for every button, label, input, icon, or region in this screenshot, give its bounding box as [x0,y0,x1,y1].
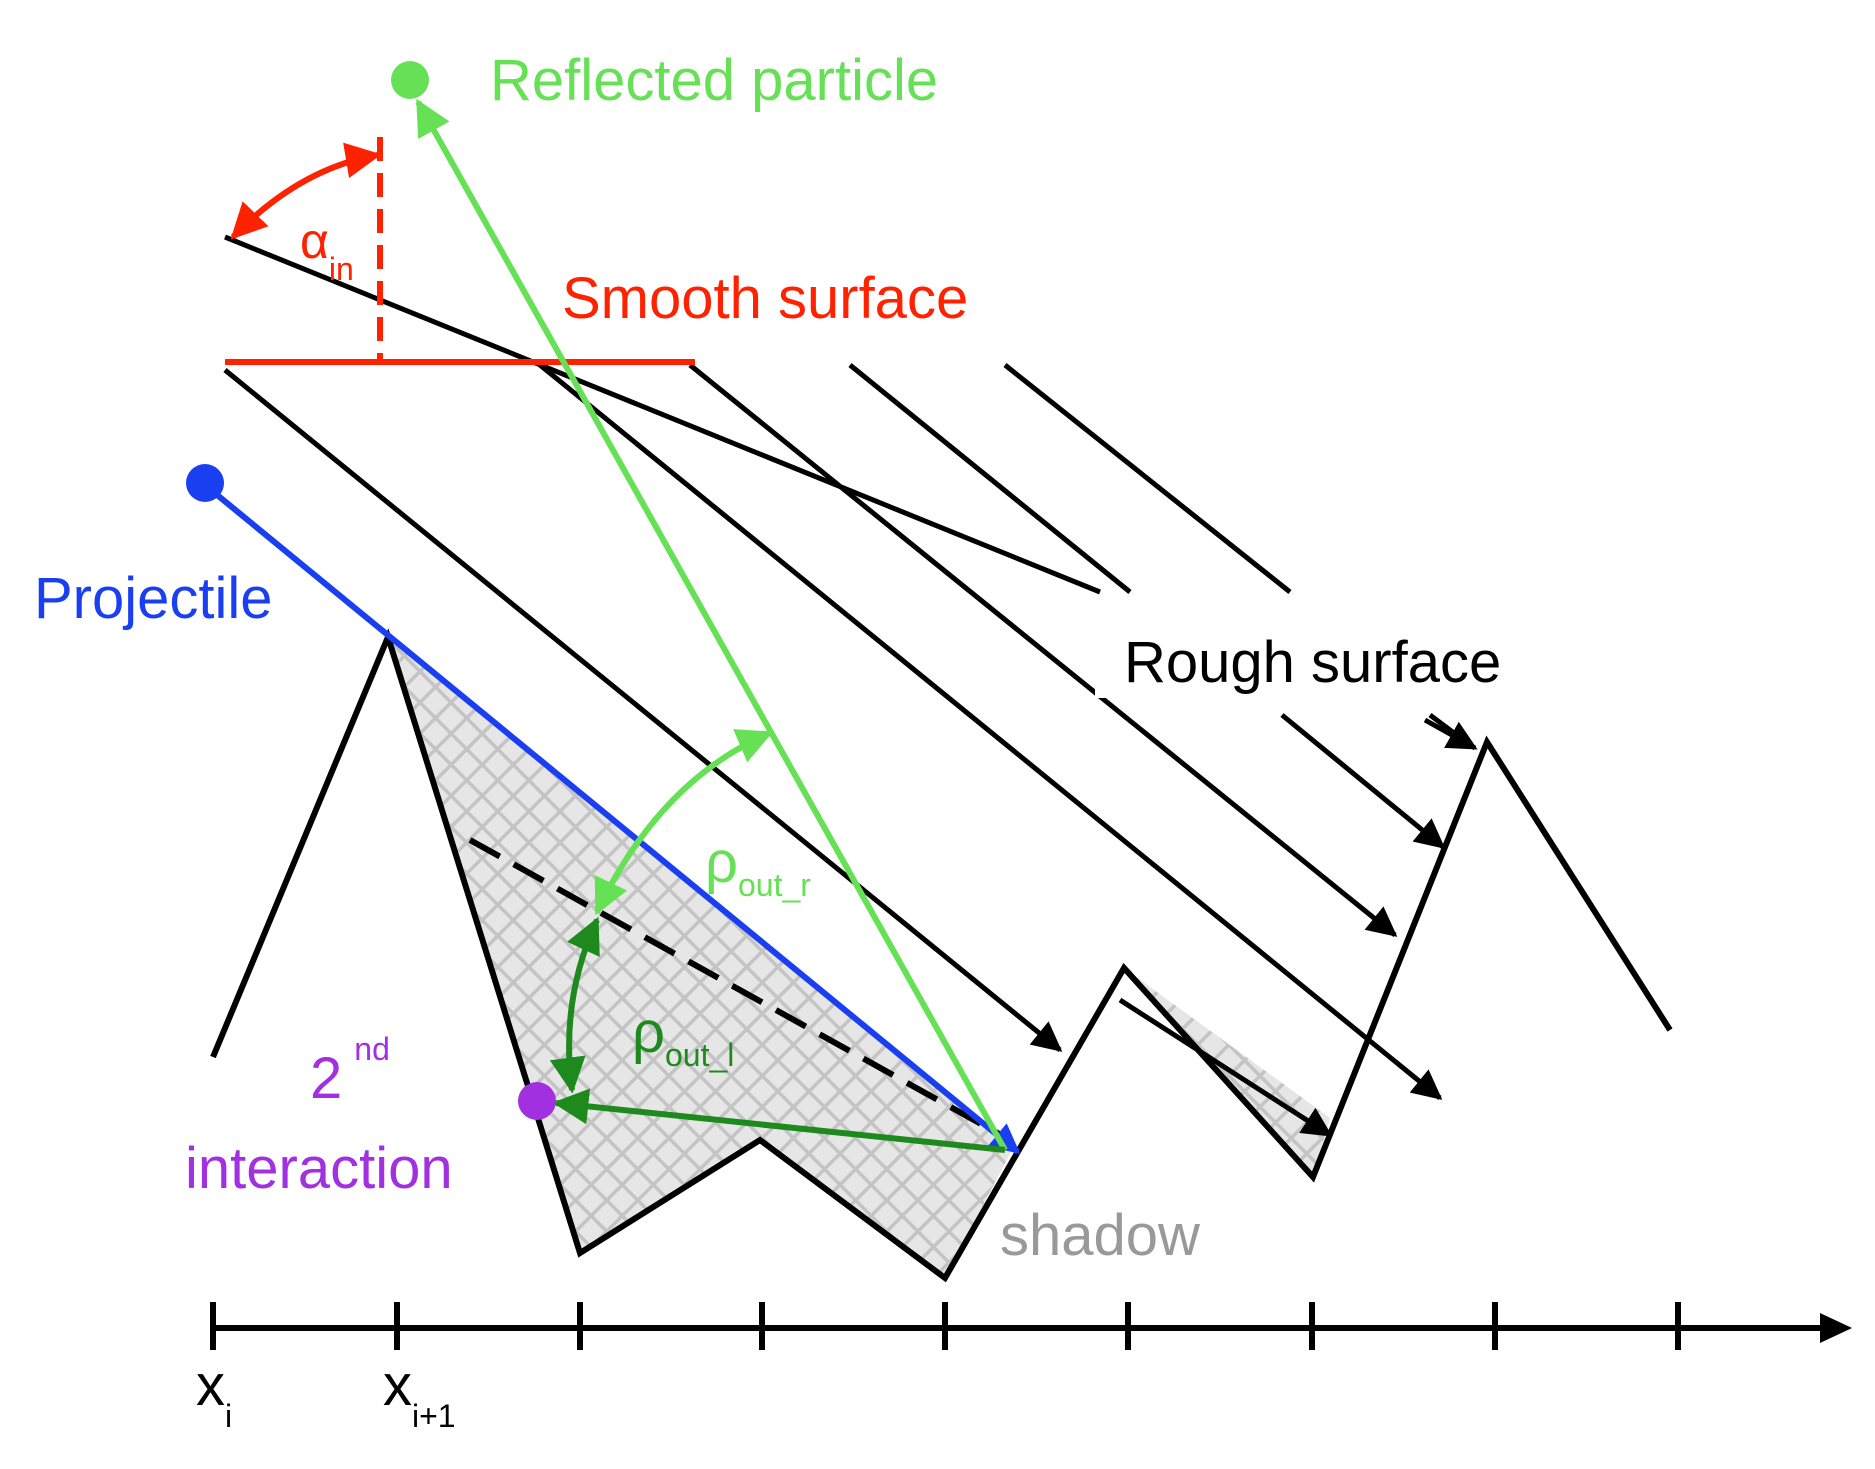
x-i1-subscript: i+1 [412,1398,456,1434]
projectile-dot [186,464,224,502]
rho-symbol: ρ [705,830,738,895]
x-i1-label: xi+1 [383,1353,456,1434]
ray-4 [688,363,1398,937]
x-symbol: x [196,1353,225,1418]
second-number: 2 [310,1046,342,1111]
ray-1 [224,234,1101,595]
shadow-region-right [1124,968,1330,1177]
alpha-in-label: αin [300,213,354,287]
x-axis [210,1302,1830,1350]
shadow-label: shadow [1000,1203,1201,1268]
rough-surface-label-bg [1095,598,1545,698]
rough-surface-label: Rough surface [1124,630,1501,695]
second-interaction-dot [518,1082,556,1120]
ray-5b [1280,713,1446,849]
ray-5 [848,363,1132,594]
interaction-label: interaction [185,1136,453,1201]
rho-symbol: ρ [632,1000,665,1065]
reflected-path [415,98,1008,1152]
x-symbol: x [383,1353,412,1418]
alpha-in-angle-arc [230,142,382,240]
rho-out-l-label: ρout_l [632,1000,734,1073]
second-superscript: nd [354,1031,390,1067]
x-i-label: xi [196,1353,232,1434]
x-i-subscript: i [225,1398,232,1434]
reflected-particle-label: Reflected particle [490,48,938,113]
alpha-symbol: α [300,213,329,269]
second-interaction-path [552,1088,1006,1153]
alpha-subscript: in [329,251,354,287]
incoming-rays [223,234,1478,1138]
ray-7 [1118,997,1333,1138]
ray-6 [1003,363,1292,594]
second-interaction-number: 2 nd [310,1031,390,1111]
ray-2 [223,368,1063,1052]
ray-8 [1423,717,1478,751]
x-axis-arrowhead [1820,1313,1852,1343]
rho-out-l-angle-arc [549,916,600,1094]
rho-out-r-label: ρout_r [705,830,811,903]
reflected-particle-dot [391,61,429,99]
rho-out-r-angle-arc [594,729,774,916]
ray-3 [538,363,1443,1100]
rough-surface-profile [210,628,1673,1283]
dashed-direction-line [468,837,1012,1143]
rho-out-l-subscript: out_l [665,1037,734,1073]
smooth-surface-label: Smooth surface [562,266,968,331]
projectile-label: Projectile [34,566,273,631]
rho-out-r-subscript: out_r [738,867,811,903]
shadow-region-main [388,637,1012,1278]
